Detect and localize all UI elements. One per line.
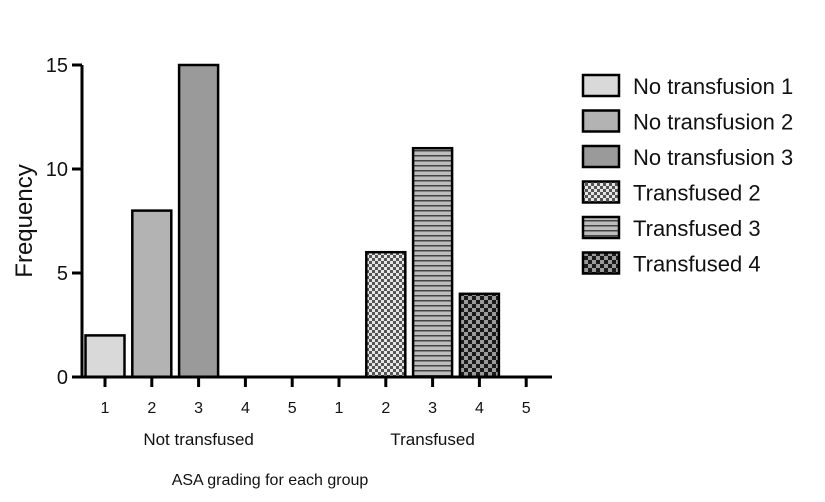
x-tick-label: 4 — [241, 400, 250, 417]
x-tick-label: 2 — [147, 400, 156, 417]
plot-area: 0 5 10 15 1 2 3 4 5 1 2 3 4 5 Not transfused Transfused… — [11, 55, 552, 489]
legend-swatch — [581, 109, 621, 133]
y-tick-label: 5 — [57, 263, 68, 285]
x-tick-label: 1 — [101, 400, 110, 417]
legend-swatch — [581, 144, 621, 169]
bar-transfused-2 — [365, 250, 407, 379]
bar-no-transfusion-1 — [84, 334, 126, 379]
legend-swatch — [581, 215, 621, 240]
legend-swatch — [581, 251, 621, 275]
legend-label: Transfused 3 — [633, 216, 761, 241]
x-tick-label: 5 — [522, 400, 531, 417]
x-tick-label: 3 — [428, 400, 437, 417]
x-tick-label: 1 — [335, 400, 344, 417]
y-tick-label: 10 — [46, 159, 68, 181]
x-axis-label: ASA grading for each group — [172, 472, 369, 489]
x-tick-label: 2 — [381, 400, 390, 417]
legend-label: No transfusion 1 — [633, 74, 793, 99]
legend: No transfusion 1 No transfusion 2 No trans… — [581, 73, 793, 277]
x-tick-label: 5 — [288, 400, 297, 417]
y-axis-label: Frequency — [11, 164, 38, 277]
y-tick-label: 15 — [46, 55, 68, 77]
legend-label: No transfusion 3 — [633, 145, 793, 170]
legend-swatch — [581, 73, 621, 98]
legend-label: No transfusion 2 — [633, 110, 793, 135]
legend-label: Transfused 2 — [633, 181, 761, 206]
bar-transfused-3 — [411, 146, 454, 379]
x-tick-label: 3 — [194, 400, 203, 417]
bar-no-transfusion-3 — [177, 63, 220, 379]
y-tick-label: 0 — [57, 367, 68, 389]
group-label: Not transfused — [143, 430, 254, 449]
legend-swatch — [581, 180, 621, 204]
x-tick-label: 4 — [475, 400, 484, 417]
bar-no-transfusion-2 — [131, 209, 173, 379]
bar-transfused-4 — [458, 292, 501, 379]
legend-label: Transfused 4 — [633, 252, 761, 277]
group-label: Transfused — [390, 430, 474, 449]
